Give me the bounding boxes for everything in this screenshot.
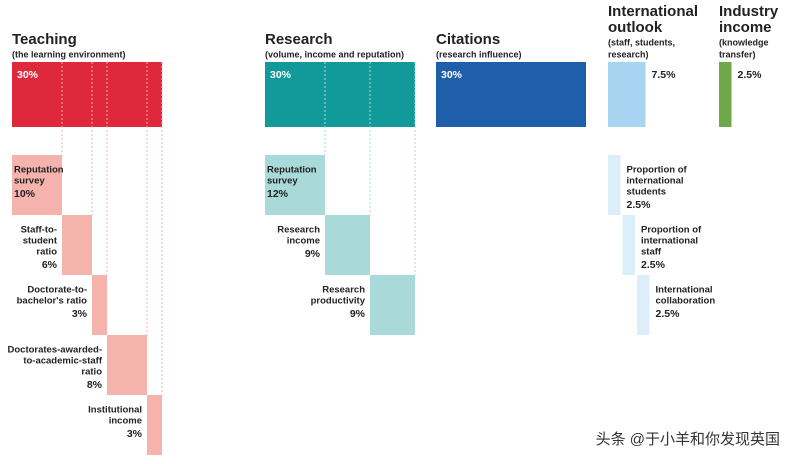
item-label: income <box>109 416 142 427</box>
item-weight: 2.5% <box>641 259 666 271</box>
item-label: students <box>627 187 667 198</box>
group-subtitle: research) <box>608 49 649 59</box>
item-weight: 8% <box>87 379 103 391</box>
item-label: Doctorate-to- <box>27 285 87 296</box>
item-label: income <box>287 236 320 247</box>
item-bar <box>370 275 415 335</box>
item-label: Institutional <box>88 405 142 416</box>
group-title: International <box>608 3 698 20</box>
group-subtitle: (staff, students, <box>608 37 675 47</box>
item-label: Proportion of <box>627 165 688 176</box>
watermark: 头条 @于小羊和你发现英国 <box>596 430 780 448</box>
item-label: Research <box>322 285 365 296</box>
group-subtitle: transfer) <box>719 49 756 59</box>
weight-label: 30% <box>270 69 292 81</box>
item-label: productivity <box>311 296 366 307</box>
item-weight: 6% <box>42 259 58 271</box>
group-title: outlook <box>608 19 663 36</box>
item-label: Reputation <box>14 165 64 176</box>
group-title: income <box>719 19 772 36</box>
item-label: bachelor's ratio <box>17 296 88 307</box>
item-label: survey <box>267 176 298 187</box>
group-title: Teaching <box>12 31 77 48</box>
item-label: ratio <box>81 367 102 378</box>
item-label: Proportion of <box>641 225 702 236</box>
item-label: Reputation <box>267 165 317 176</box>
item-bar <box>147 395 162 455</box>
item-weight: 12% <box>267 188 289 200</box>
group-subtitle: (research influence) <box>436 49 522 59</box>
weight-bar <box>265 62 415 127</box>
item-weight: 3% <box>127 428 143 440</box>
item-bar <box>637 275 650 335</box>
group-title: Research <box>265 31 333 48</box>
weight-bar <box>719 62 732 127</box>
group-subtitle: (knowledge <box>719 37 769 47</box>
item-label: Staff-to- <box>21 225 57 236</box>
item-weight: 10% <box>14 188 36 200</box>
item-label: student <box>23 236 58 247</box>
weight-label: 30% <box>441 69 463 81</box>
item-label: staff <box>641 247 662 258</box>
item-label: Doctorates-awarded- <box>8 345 103 356</box>
item-bar <box>107 335 147 395</box>
weight-bar <box>436 62 586 127</box>
item-weight: 3% <box>72 308 88 320</box>
item-weight: 2.5% <box>627 199 652 211</box>
group-title: Citations <box>436 31 500 48</box>
item-label: survey <box>14 176 45 187</box>
item-label: International <box>656 285 713 296</box>
item-label: Research <box>277 225 320 236</box>
weight-label: 30% <box>17 69 39 81</box>
weight-label: 2.5% <box>738 69 763 81</box>
group-subtitle: (volume, income and reputation) <box>265 49 404 59</box>
item-bar <box>92 275 107 335</box>
item-bar <box>608 155 621 215</box>
weight-label: 7.5% <box>652 69 677 81</box>
item-bar <box>622 215 635 275</box>
item-label: international <box>641 236 698 247</box>
item-label: to-academic-staff <box>23 356 102 367</box>
item-label: ratio <box>36 247 57 258</box>
group-subtitle: (the learning environment) <box>12 49 126 59</box>
item-bar <box>325 215 370 275</box>
item-label: international <box>627 176 684 187</box>
item-weight: 9% <box>350 308 366 320</box>
item-weight: 9% <box>305 248 321 260</box>
item-bar <box>12 155 62 215</box>
group-title: Industry <box>719 3 779 20</box>
item-weight: 2.5% <box>656 308 681 320</box>
item-label: collaboration <box>656 296 716 307</box>
weight-bar <box>608 62 646 127</box>
weight-bar <box>12 62 162 127</box>
item-bar <box>265 155 325 215</box>
item-bar <box>62 215 92 275</box>
